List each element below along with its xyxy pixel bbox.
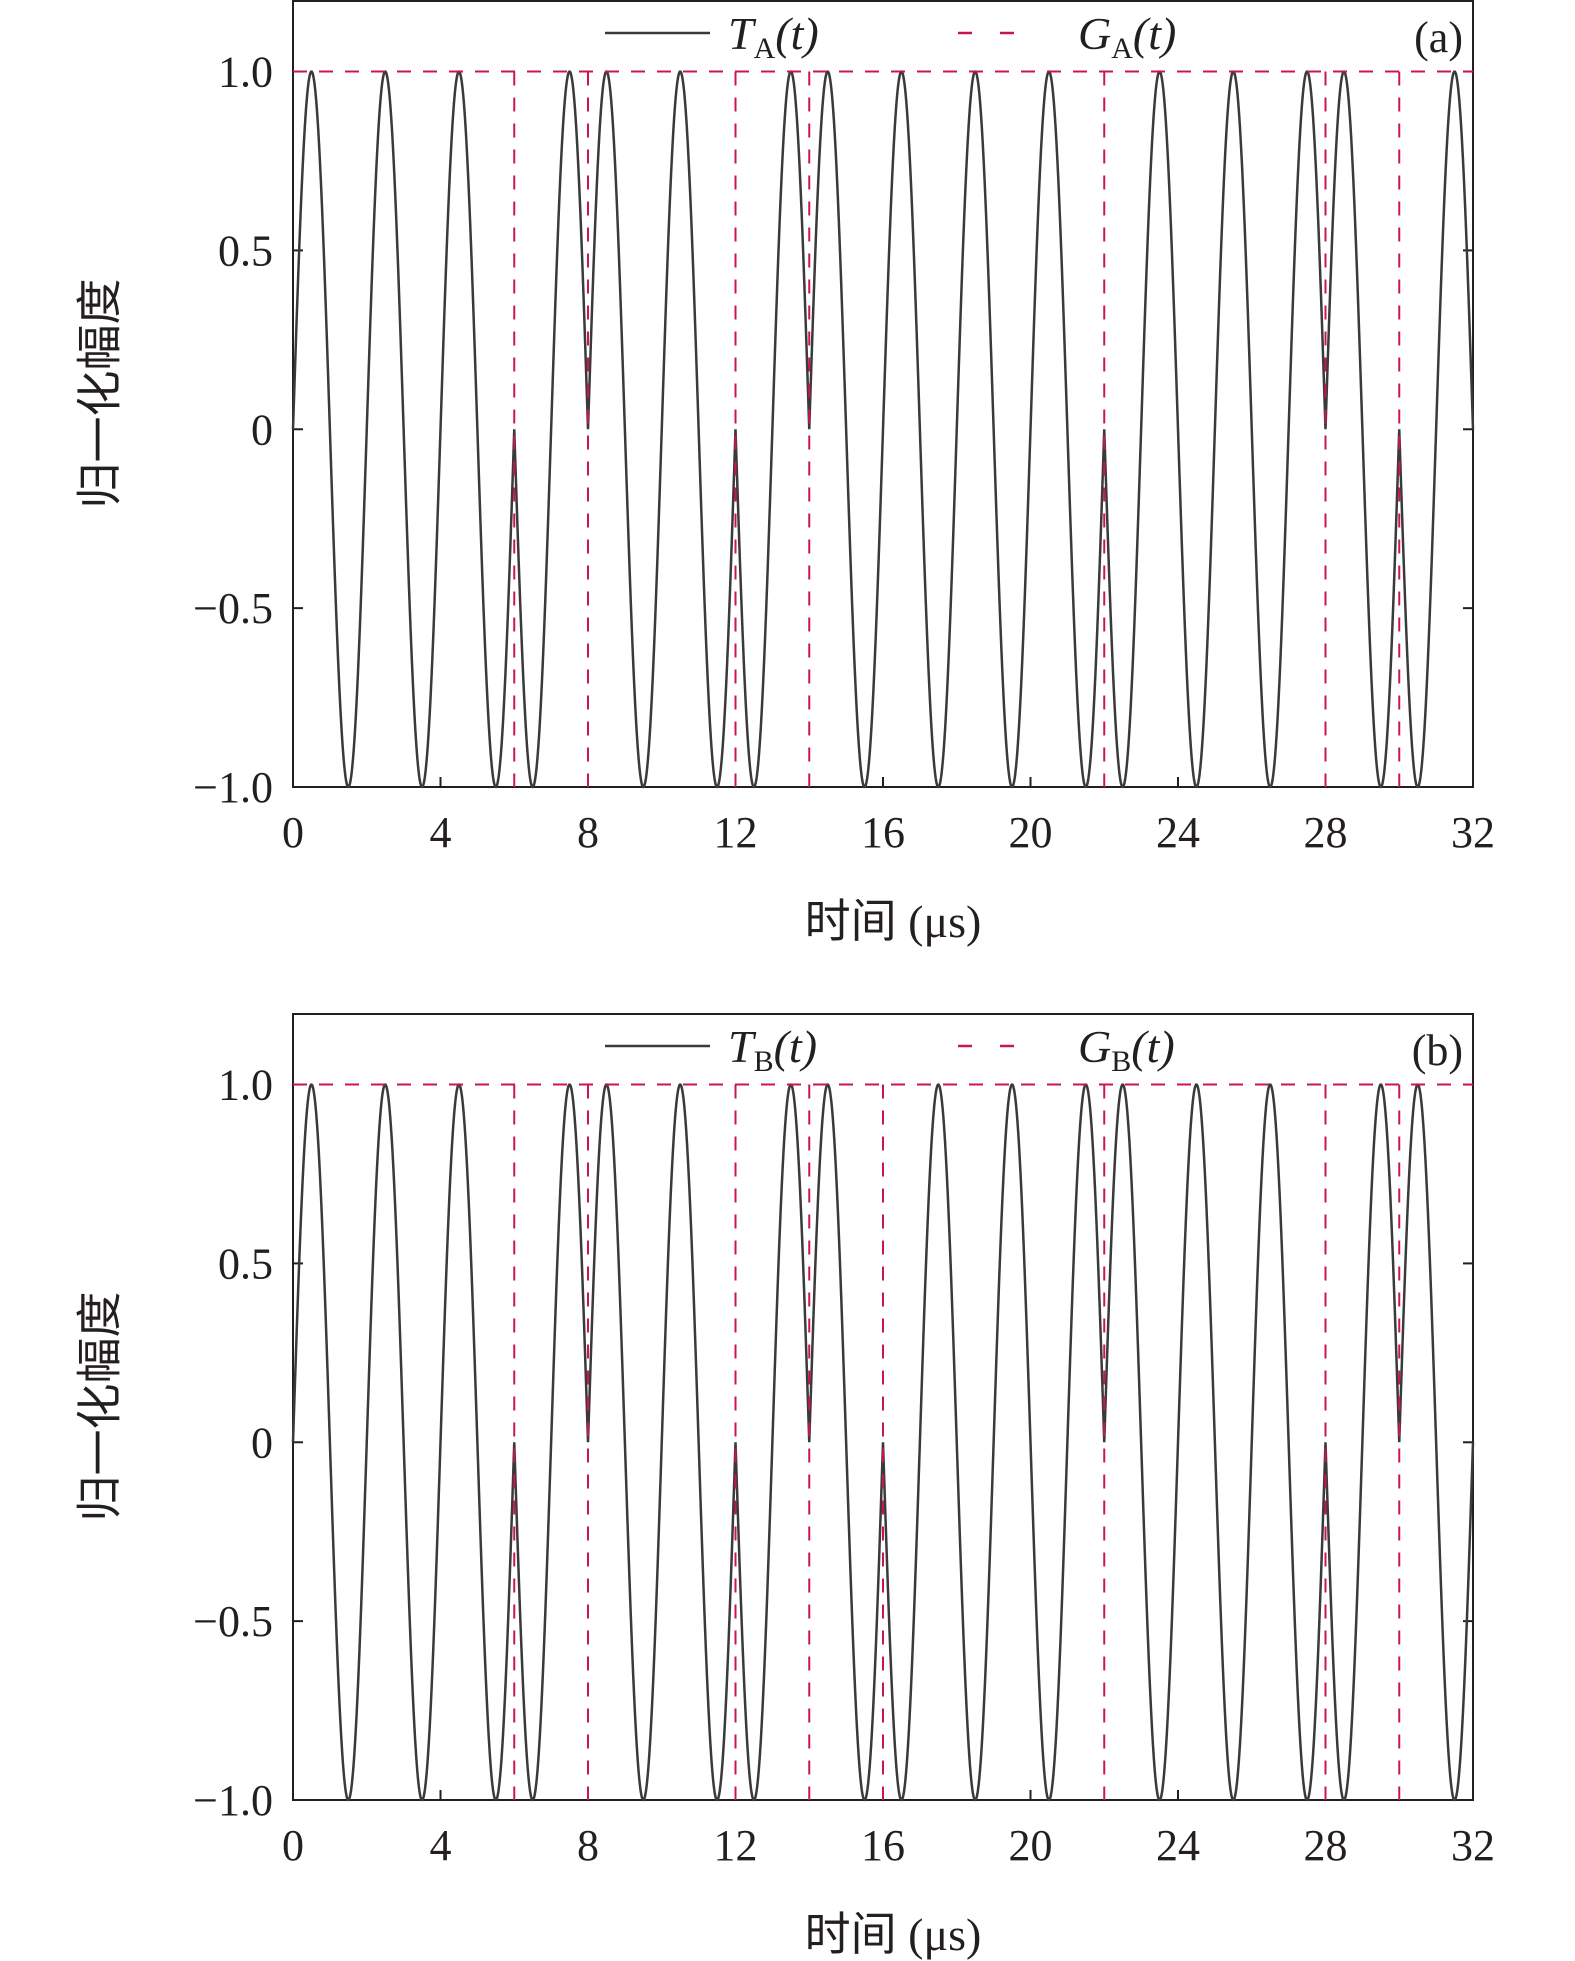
y-tick-label: 0.5 [218, 1239, 273, 1288]
y-tick-label: 0.5 [218, 226, 273, 275]
legend-symbol: T [728, 1021, 757, 1072]
x-tick-label: 16 [861, 1821, 905, 1870]
x-tick-label: 28 [1304, 1821, 1348, 1870]
x-tick-label: 24 [1156, 808, 1200, 857]
legend-argument: (t) [1133, 8, 1176, 59]
legend-label-G_B(t): GB(t) [1078, 1021, 1175, 1078]
legend-symbol: T [728, 8, 757, 59]
x-tick-label: 28 [1304, 808, 1348, 857]
legend-subscript: B [1111, 1045, 1131, 1078]
x-axis-title: 时间 (μs) [805, 1909, 982, 1960]
y-axis-title: 归一化幅度 [75, 1292, 126, 1522]
x-tick-label: 12 [714, 1821, 758, 1870]
y-tick-label: −1.0 [193, 763, 273, 812]
y-tick-label: 0 [251, 1418, 273, 1467]
legend-label-G_A(t): GA(t) [1078, 8, 1176, 65]
legend-subscript: A [754, 32, 776, 65]
panel-label: (a) [1414, 13, 1463, 62]
x-tick-label: 32 [1451, 808, 1495, 857]
legend-label-T_B(t): TB(t) [728, 1021, 817, 1078]
x-tick-label: 16 [861, 808, 905, 857]
y-tick-label: 1.0 [218, 1061, 273, 1110]
x-tick-label: 4 [430, 808, 452, 857]
panel-a: 0 4 8 12 16 20 24 28 32 −1.0 −0.5 0 0.5 1.0 时间 (μs) 归一化… [75, 0, 1495, 947]
panel-label: (b) [1412, 1026, 1463, 1075]
x-tick-label: 0 [282, 1821, 304, 1870]
series-line-T_A(t) [291, 70, 1475, 789]
legend-subscript: A [1111, 32, 1133, 65]
x-tick-label: 32 [1451, 1821, 1495, 1870]
y-tick-label: 1.0 [218, 48, 273, 97]
legend-subscript: B [754, 1045, 774, 1078]
y-tick-label: −1.0 [193, 1776, 273, 1825]
series-line-T_B(t) [291, 1083, 1475, 1802]
x-tick-label: 12 [714, 808, 758, 857]
x-tick-label: 4 [430, 1821, 452, 1870]
legend-argument: (t) [774, 1021, 817, 1072]
x-tick-label: 20 [1009, 1821, 1053, 1870]
legend-label-T_A(t): TA(t) [728, 8, 819, 65]
y-tick-label: −0.5 [193, 1597, 273, 1646]
y-axis-title: 归一化幅度 [75, 279, 126, 509]
panel-b: 0 4 8 12 16 20 24 28 32 −1.0 −0.5 0 0.5 1.0 时间 (μs) 归一化… [75, 1013, 1495, 1960]
x-tick-label: 24 [1156, 1821, 1200, 1870]
y-tick-label: 0 [251, 405, 273, 454]
x-tick-label: 8 [577, 808, 599, 857]
x-tick-label: 0 [282, 808, 304, 857]
x-axis-title: 时间 (μs) [805, 896, 982, 947]
y-tick-label: −0.5 [193, 584, 273, 633]
legend-argument: (t) [1131, 1021, 1174, 1072]
x-tick-label: 8 [577, 1821, 599, 1870]
legend-argument: (t) [775, 8, 818, 59]
series-line-G_B(t) [293, 1083, 1473, 1800]
x-tick-label: 20 [1009, 808, 1053, 857]
legend-symbol: G [1078, 1021, 1111, 1072]
legend-symbol: G [1078, 8, 1111, 59]
